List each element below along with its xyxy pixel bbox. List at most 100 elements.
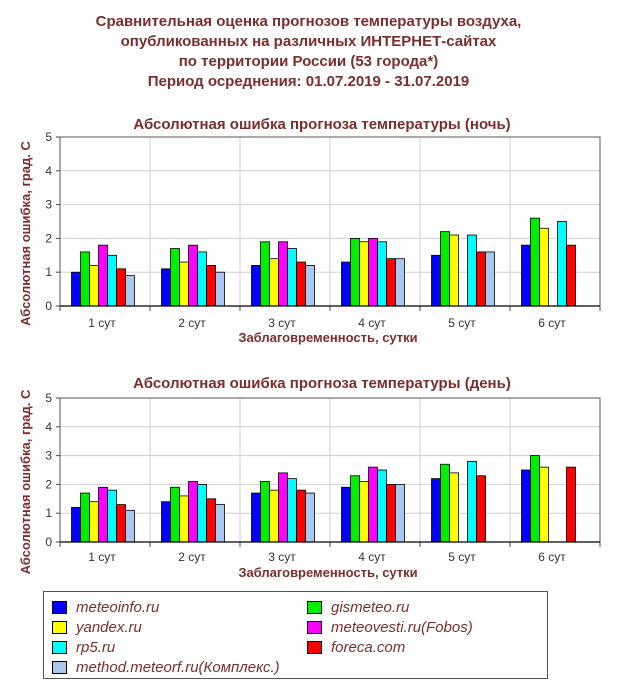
chart-day-bar [89,501,99,543]
chart-day-category-label: 3 сут [268,550,296,564]
main-title: Сравнительная оценка прогнозов температу… [0,12,617,92]
chart-night-bar [296,261,306,307]
chart-day-bar [467,460,477,543]
legend-swatch-rp5 [52,640,67,654]
chart-day-bar [98,486,108,543]
chart-day-category-label: 2 сут [178,550,206,564]
chart-day-ytick-label: 4 [45,420,52,434]
chart-night-bar [287,248,297,307]
chart-day-ytick-label: 5 [45,391,52,405]
chart-day-ytick-label: 0 [45,535,52,549]
chart-night-bar [521,244,531,307]
chart-day-ytick-label: 2 [45,477,52,491]
legend-label-method-meteorf: method.meteorf.ru(Комплекс.) [76,658,280,676]
chart-night-category-label: 3 сут [268,316,296,330]
chart-night-bar [269,258,279,307]
chart-night-bar [476,251,486,307]
chart-night-bar [98,244,108,307]
chart-night-category-label: 4 сут [358,316,386,330]
legend-label-rp5: rp5.ru [76,638,116,656]
chart-day-bar [116,504,126,543]
chart-day-title: Абсолютная ошибка прогноза температуры (… [133,375,511,392]
legend-swatch-method-meteorf [52,660,67,674]
charts-canvas: Абсолютная ошибка прогноза температуры (… [18,116,601,580]
legend-item-foreca: foreca.com [307,637,405,657]
legend-label-meteoinfo: meteoinfo.ru [76,598,160,616]
chart-night-ytick-label: 0 [45,299,52,313]
chart-night-category-label: 5 сут [448,316,476,330]
chart-day-bar [530,455,540,543]
chart-day-bar [350,475,360,543]
legend-label-yandex: yandex.ru [76,618,142,636]
chart-night-bar [557,221,567,307]
chart-day-bar [431,478,441,543]
chart-day-bar [296,489,306,543]
chart-day-bar [251,492,261,543]
chart-night: Абсолютная ошибка прогноза температуры (… [18,116,601,345]
chart-night-bar [377,241,387,307]
chart-day-bar [278,472,288,543]
chart-day-bar [71,507,81,543]
chart-day-bar [107,489,117,543]
chart-night-bar [350,237,360,307]
chart-night-xlabel: Заблаговременность, сутки [238,330,417,345]
chart-day-ytick-label: 3 [45,449,52,463]
chart-night-bar [188,244,198,307]
chart-night-bar [386,258,396,307]
legend-item-gismeteo: gismeteo.ru [307,597,409,617]
chart-night-bar [116,268,126,307]
chart-night-title: Абсолютная ошибка прогноза температуры (… [133,116,510,133]
chart-day-bar [170,486,180,543]
chart-night-bar [431,254,441,307]
main-title-line-4: Период осреднения: 01.07.2019 - 31.07.20… [147,73,470,90]
chart-day-category-label: 6 сут [538,550,566,564]
legend-swatch-meteovesti [307,620,322,634]
chart-night-bar [80,251,90,307]
chart-day-bar [269,489,279,543]
chart-night-bar [107,254,117,307]
legend-swatch-yandex [52,620,67,634]
chart-day-bar [125,509,135,543]
legend: meteoinfo.ru gismeteo.ru yandex.ru meteo… [43,591,548,679]
chart-night-ytick-label: 3 [45,198,52,212]
chart-day-bar [566,466,576,543]
legend-item-method-meteorf: method.meteorf.ru(Комплекс.) [52,657,280,677]
chart-day-ylabel: Абсолютная ошибка, град. С [18,389,33,574]
chart-day-bar [539,466,549,543]
chart-night-bar [539,227,549,307]
chart-day-bar [440,463,450,543]
chart-night-bar [206,265,216,307]
chart-night-ylabel: Абсолютная ошибка, град. С [18,140,33,325]
chart-day-ytick-label: 1 [45,506,52,520]
chart-night-category-label: 6 сут [538,316,566,330]
chart-night-bar [440,231,450,307]
chart-night-ytick-label: 1 [45,265,52,279]
legend-item-meteovesti: meteovesti.ru(Fobos) [307,617,473,637]
chart-night-bar [341,261,351,307]
main-title-line-2: опубликованных на различных ИНТЕРНЕТ-сай… [120,33,497,50]
chart-night-bar [530,217,540,307]
legend-item-meteoinfo: meteoinfo.ru [52,597,159,617]
chart-day-bar [377,469,387,543]
chart-night-category-label: 1 сут [88,316,116,330]
chart-night-bar [161,268,171,307]
chart-day-bar [341,486,351,543]
chart-night-bar [305,265,315,307]
chart-day-bar [206,498,216,543]
legend-swatch-foreca [307,640,322,654]
chart-day-bar [215,504,225,543]
chart-night-bar [359,241,369,307]
chart-night-bar [89,265,99,307]
chart-day-xlabel: Заблаговременность, сутки [238,565,417,580]
chart-day-bar [521,469,531,543]
legend-label-foreca: foreca.com [331,638,406,656]
chart-day-bar [386,483,396,543]
chart-night-bar [566,244,576,307]
chart-day-bar [287,478,297,543]
chart-night-ytick-label: 4 [45,164,52,178]
chart-day-bar [197,483,207,543]
legend-swatch-meteoinfo [52,600,67,614]
chart-day-bar [395,483,405,543]
chart-night-bar [278,241,288,307]
chart-day-bar [80,492,90,543]
